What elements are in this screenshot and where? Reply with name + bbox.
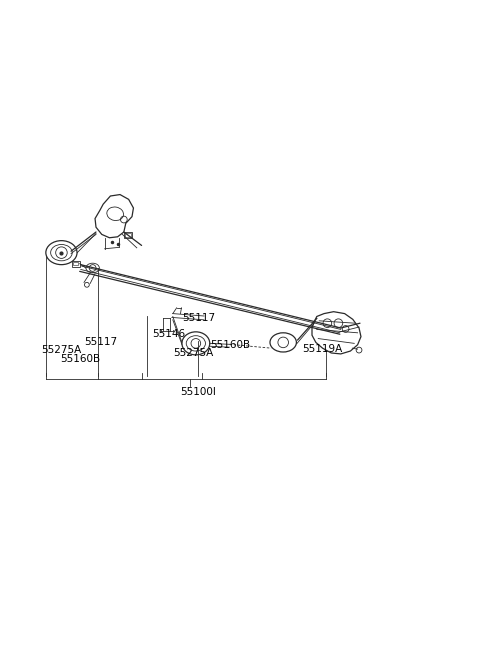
Text: 55160B: 55160B [60,354,101,363]
Text: 55100I: 55100I [180,387,216,398]
Text: 55119A: 55119A [302,344,343,354]
Text: 55117: 55117 [84,337,117,348]
Text: 55146: 55146 [153,329,186,338]
Text: 55117: 55117 [182,314,216,323]
Text: 55160B: 55160B [210,340,251,350]
Text: 55275A: 55275A [173,348,213,358]
Text: 55275A: 55275A [41,344,81,355]
